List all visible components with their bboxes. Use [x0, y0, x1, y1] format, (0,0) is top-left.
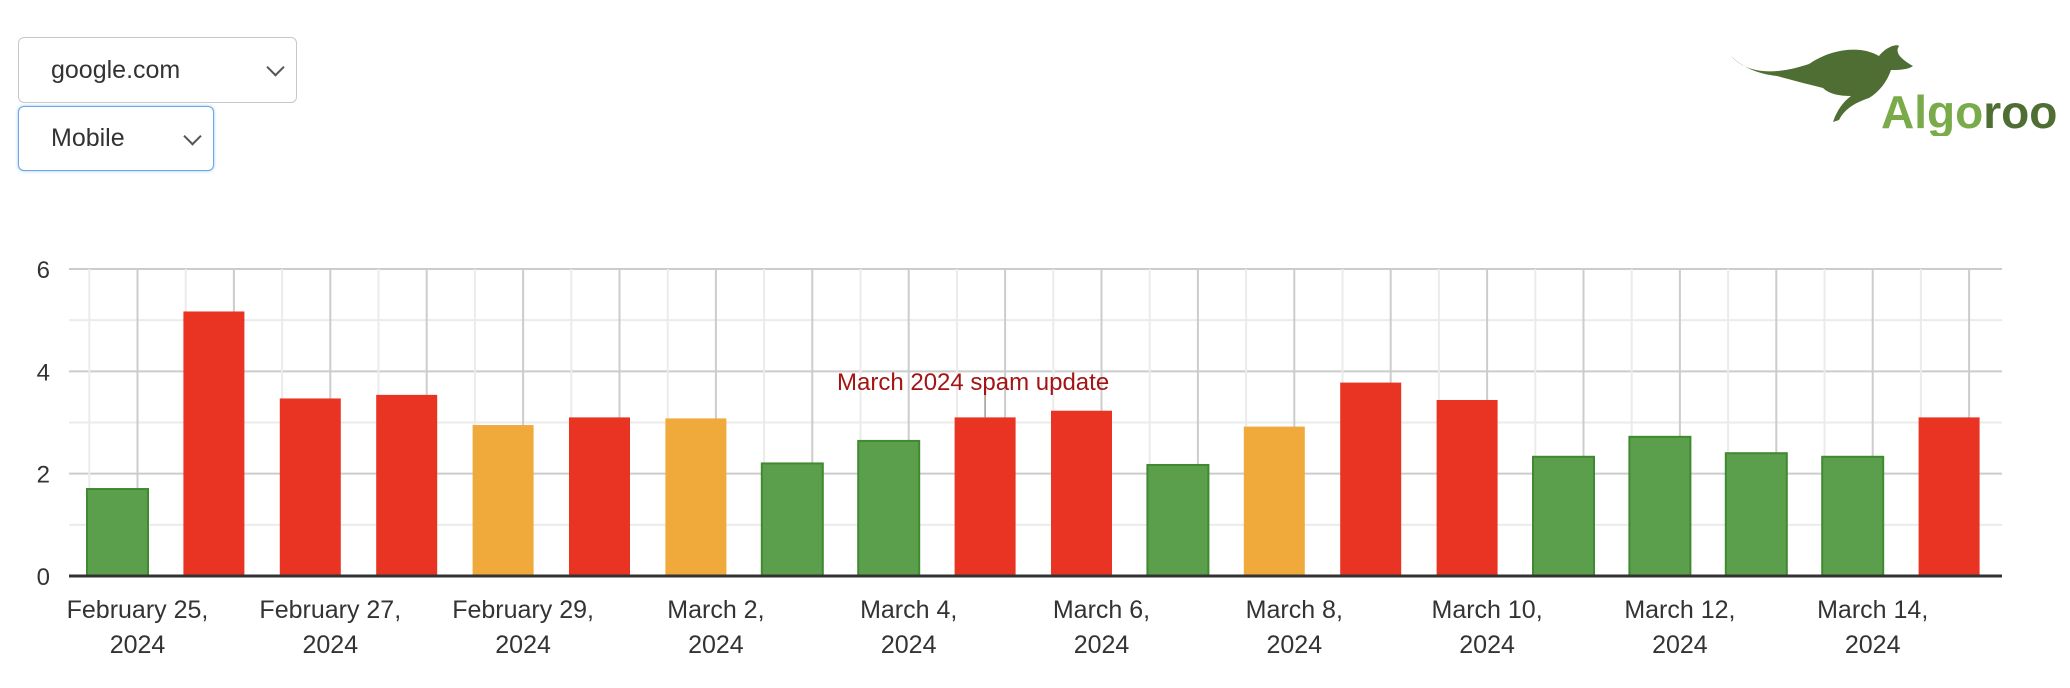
- bar-2024-03-15: [1918, 417, 1980, 576]
- device-select[interactable]: Mobile: [18, 106, 214, 171]
- x-tick-label-year: 2024: [1845, 631, 1901, 659]
- bar-2024-02-25: [86, 488, 149, 577]
- bar-2024-03-12: [1628, 435, 1692, 577]
- x-tick-label: March 4,: [860, 596, 957, 624]
- bar-2024-03-04: [857, 439, 921, 578]
- x-tick-label-year: 2024: [495, 631, 551, 659]
- bar-2024-02-29: [472, 425, 534, 576]
- x-tick-label-year: 2024: [302, 631, 358, 659]
- x-tick-label: February 25,: [67, 596, 209, 624]
- y-tick-label: 6: [37, 257, 50, 284]
- annotation-label: March 2024 spam update: [837, 369, 1109, 396]
- device-select-value: Mobile: [51, 124, 125, 152]
- bar-2024-03-01: [569, 417, 630, 576]
- algoroo-logo: Algoroo: [1731, 45, 2057, 136]
- y-tick-label: 4: [37, 359, 50, 386]
- x-tick-label: February 29,: [452, 596, 594, 624]
- y-tick-label: 0: [37, 564, 50, 591]
- x-tick-label: March 6,: [1053, 596, 1150, 624]
- bar-2024-03-03: [760, 462, 824, 577]
- x-tick-label-year: 2024: [1266, 631, 1322, 659]
- bar-2024-03-13: [1724, 452, 1788, 578]
- y-tick-label: 2: [37, 462, 50, 489]
- x-tick-label-year: 2024: [881, 631, 937, 659]
- bar-2024-03-09: [1340, 382, 1402, 576]
- x-tick-label: March 14,: [1817, 596, 1928, 624]
- x-tick-label: March 10,: [1432, 596, 1543, 624]
- bar-2024-02-26: [183, 311, 245, 576]
- x-tick-label: March 8,: [1246, 596, 1343, 624]
- x-tick-label: February 27,: [259, 596, 401, 624]
- bar-2024-03-02: [665, 418, 727, 576]
- bars: [86, 311, 1980, 578]
- bar-2024-03-11: [1532, 455, 1595, 578]
- x-tick-label-year: 2024: [110, 631, 166, 659]
- bar-2024-03-10: [1436, 399, 1498, 576]
- bar-2024-02-28: [376, 394, 438, 576]
- logo-text: Algoroo: [1881, 86, 2057, 136]
- bar-2024-03-05: [954, 417, 1016, 576]
- x-tick-labels: February 25, 2024 February 27, 2024 February…: [67, 596, 1929, 659]
- bar-2024-03-08: [1243, 426, 1305, 576]
- annotation: March 2024 spam update: [837, 369, 1109, 418]
- x-tick-label-year: 2024: [1652, 631, 1708, 659]
- bar-2024-03-06: [1051, 410, 1112, 576]
- domain-select-value: google.com: [51, 55, 181, 84]
- x-tick-label: March 12,: [1624, 596, 1735, 624]
- x-tick-label-year: 2024: [688, 631, 744, 659]
- bar-2024-03-07: [1146, 463, 1210, 577]
- grid: [69, 268, 2002, 577]
- x-tick-label: March 2,: [667, 596, 764, 624]
- bar-2024-02-27: [279, 398, 341, 576]
- y-tick-labels: 0 2 4 6: [37, 257, 50, 591]
- kangaroo-icon: [1731, 45, 1913, 122]
- x-tick-label-year: 2024: [1074, 631, 1130, 659]
- x-tick-label-year: 2024: [1459, 631, 1515, 659]
- domain-select[interactable]: google.com: [18, 37, 297, 103]
- bar-2024-03-14: [1821, 455, 1885, 578]
